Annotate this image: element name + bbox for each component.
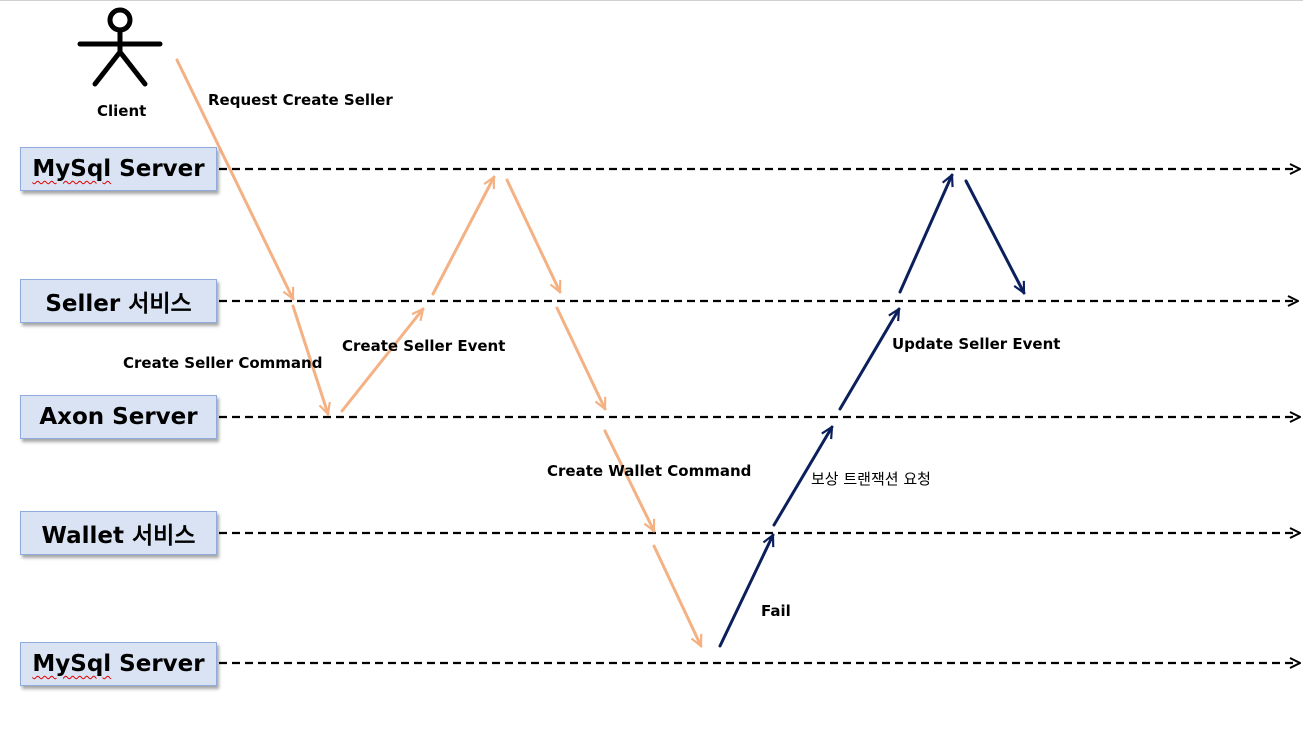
arrow-seller-to-axon: [555, 306, 607, 409]
message-create-seller-command: Create Seller Command: [123, 354, 323, 372]
message-create-wallet-command: Create Wallet Command: [547, 462, 752, 480]
arrow-create-seller-event-2: [431, 177, 496, 296]
lane-label-mysql-rest: Server: [111, 156, 205, 182]
message-request-create-seller: Request Create Seller: [208, 91, 393, 109]
client-actor-icon: [77, 7, 163, 87]
message-compensation-request: 보상 트랜잭션 요청: [811, 470, 931, 488]
arrow-wallet-to-mysql: [652, 544, 703, 646]
lane-label-mysql-rest: Server: [111, 651, 205, 677]
lane-box-wallet-service: Wallet 서비스: [20, 511, 217, 555]
client-label: Client: [97, 102, 147, 120]
arrow-update-seller-event-1: [838, 309, 901, 411]
arrow-compensation-request: [772, 427, 834, 527]
arrow-create-seller-command: [291, 304, 328, 414]
arrow-update-seller-event-2: [898, 175, 952, 294]
arrow-request-create-seller: [175, 58, 295, 299]
message-fail: Fail: [761, 602, 791, 620]
lane-box-axon-server: Axon Server: [20, 395, 217, 439]
lane-label-seller-service: Seller 서비스: [45, 291, 192, 317]
lane-label-mysql-spell: MySql: [32, 156, 112, 182]
lane-box-mysql-bottom: MySql Server: [20, 642, 217, 686]
arrow-fail: [718, 535, 775, 648]
lane-label-axon-server: Axon Server: [39, 404, 198, 430]
top-border: [0, 0, 1303, 1]
lane-box-seller-service: Seller 서비스: [20, 279, 217, 323]
arrow-mysql-to-seller: [505, 178, 562, 292]
arrow-create-seller-event-1: [340, 309, 423, 413]
lane-label-wallet-service: Wallet 서비스: [41, 523, 196, 549]
message-create-seller-event: Create Seller Event: [342, 337, 506, 355]
arrow-mysql-to-seller-update: [964, 179, 1026, 293]
lane-label-mysql-spell: MySql: [32, 651, 112, 677]
message-update-seller-event: Update Seller Event: [892, 335, 1061, 353]
arrow-create-wallet-command: [603, 429, 656, 531]
lane-box-mysql-top: MySql Server: [20, 147, 217, 191]
